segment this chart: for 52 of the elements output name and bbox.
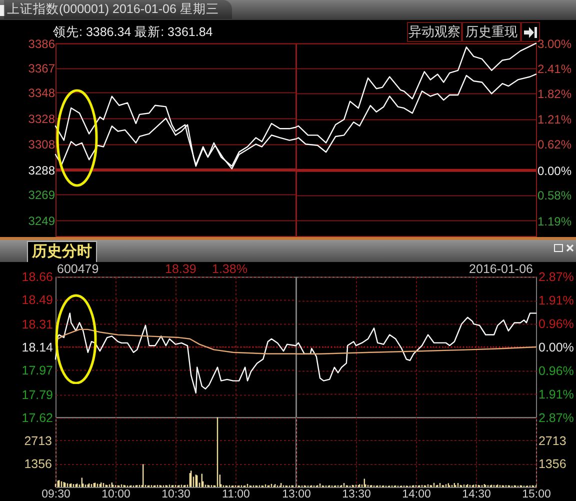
- y-tick-label: 3348: [28, 86, 56, 100]
- y-tick-label: 18.31: [22, 318, 54, 332]
- y2-tick-label: 3.00%: [537, 36, 572, 51]
- y2-tick-label: 1.91%: [538, 387, 574, 402]
- x-tick-label: 15:00: [522, 488, 550, 501]
- x-tick-label: 14:30: [462, 488, 490, 501]
- y-tick-label: 2713: [24, 434, 52, 448]
- tab: 上证指数(000001) 2016-01-06 星期三: [4, 0, 232, 19]
- x-tick-label: 10:00: [102, 488, 130, 501]
- tab: 历史分时: [27, 241, 97, 262]
- y2-tick-label: 2.87%: [538, 270, 574, 284]
- y2-tick-label: 0.00%: [538, 340, 574, 354]
- y-tick-label: 17.97: [22, 363, 54, 378]
- y-tick-label: 3386: [28, 36, 56, 51]
- y-tick-label: 3308: [28, 138, 56, 152]
- y2-tick-label: 2713: [538, 434, 566, 448]
- text: 2016-01-06: [469, 262, 533, 276]
- y-tick-label: 18.49: [22, 293, 54, 308]
- y-tick-label: 17.79: [22, 388, 54, 402]
- y-tick-label: 3269: [28, 188, 56, 202]
- y2-tick-label: 0.00%: [537, 164, 572, 178]
- chart-title: 上证指数(000001) 2016-01-06 星期三: [7, 2, 219, 17]
- x-tick-label: 13:30: [342, 488, 370, 501]
- y2-tick-label: 1.19%: [537, 214, 572, 228]
- y2-tick-label: 2.41%: [537, 62, 572, 76]
- y-tick-label: 3249: [28, 214, 56, 228]
- text: 18.39: [165, 262, 196, 276]
- x-tick-label: 11:00: [222, 488, 250, 501]
- y2-tick-label: 1.21%: [537, 112, 572, 127]
- chart-subtitle: 600479: [57, 262, 99, 276]
- x-tick-label: 13:00: [282, 488, 310, 501]
- y2-tick-label: 1.82%: [537, 86, 572, 101]
- y-tick-label: 18.14: [22, 340, 54, 354]
- y2-tick-label: 2.87%: [538, 410, 574, 425]
- x-tick-label: 10:30: [162, 488, 190, 501]
- y2-tick-label: 1.91%: [538, 294, 574, 308]
- y2-tick-label: 0.62%: [537, 138, 572, 152]
- chart-subtitle: 领先: 3386.34 最新: 3361.84: [53, 25, 213, 40]
- x-tick-label: 14:00: [402, 488, 430, 501]
- y2-tick-label: 0.58%: [537, 188, 572, 202]
- y-tick-label: 3367: [28, 61, 56, 76]
- y2-tick-label: 0.96%: [538, 316, 574, 331]
- y-tick-label: 18.66: [22, 270, 54, 284]
- y2-tick-label: 1356: [538, 457, 566, 472]
- y2-tick-label: 0.96%: [538, 364, 574, 378]
- x-tick-label: 09:30: [42, 488, 70, 501]
- y-tick-label: 3288: [28, 164, 56, 178]
- y-tick-label: 17.62: [22, 410, 54, 425]
- text: 1.38%: [212, 262, 248, 276]
- chart-title: 历史分时: [32, 243, 92, 261]
- y-tick-label: 3328: [28, 112, 56, 126]
- y-tick-label: 1356: [24, 457, 52, 472]
